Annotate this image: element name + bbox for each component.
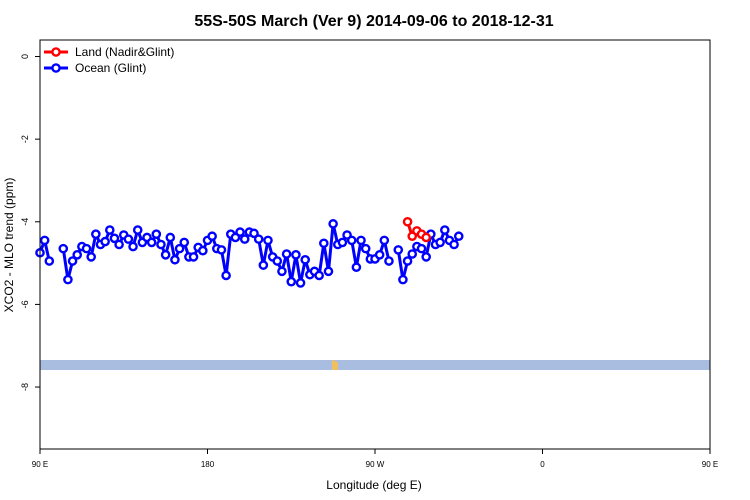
series-1-segment-4 xyxy=(61,248,70,280)
series-1-point-80 xyxy=(421,252,431,262)
x-tick-label-0: 90 E xyxy=(32,460,48,469)
series-1-point-44 xyxy=(249,228,259,239)
series-1-point-1 xyxy=(39,235,50,246)
series-1-point-6 xyxy=(72,250,83,260)
series-1-point-27 xyxy=(170,254,180,265)
legend-label-ocean: Ocean (Glint) xyxy=(75,61,146,75)
legend-entry-ocean: Ocean (Glint) xyxy=(44,61,146,75)
series-1-point-37 xyxy=(216,245,227,255)
series-1-point-22 xyxy=(146,237,157,248)
series-1-point-4 xyxy=(63,274,73,285)
series-1-point-19 xyxy=(132,225,143,235)
series-1-segment-61 xyxy=(326,223,335,272)
lower-band xyxy=(40,360,710,370)
x-tick-label-1: 180 xyxy=(201,460,215,469)
series-1-point-76 xyxy=(402,256,413,266)
series-1-point-46 xyxy=(258,260,269,270)
series-1-point-51 xyxy=(281,249,292,259)
series-1-point-28 xyxy=(174,243,185,254)
series-1-point-54 xyxy=(295,278,306,288)
series-1-point-84 xyxy=(439,225,450,235)
series-1-segment-75 xyxy=(396,249,405,280)
series-1-point-60 xyxy=(323,266,334,277)
series-1-point-2 xyxy=(44,256,55,266)
series-0-point-0 xyxy=(402,216,413,227)
series-1-point-66 xyxy=(351,262,362,273)
y-tick-label-2: -4 xyxy=(20,218,30,226)
series-1-point-10 xyxy=(91,229,101,239)
series-1-point-42 xyxy=(239,234,250,244)
series-0 xyxy=(402,216,431,243)
x-tick-label-2: 90 W xyxy=(366,460,385,469)
series-1-point-35 xyxy=(207,231,217,242)
series-1-point-73 xyxy=(384,256,394,266)
series-1-point-87 xyxy=(453,231,464,242)
series-1-point-25 xyxy=(160,250,171,260)
series-1-point-8 xyxy=(81,243,92,254)
series-1-point-14 xyxy=(109,233,120,244)
x-tick-label-4: 90 E xyxy=(702,460,718,469)
series-1-point-29 xyxy=(179,237,190,248)
chart-title: 55S-50S March (Ver 9) 2014-09-06 to 2018… xyxy=(194,13,553,30)
series-1-point-18 xyxy=(128,241,138,252)
series-1-point-9 xyxy=(86,252,96,262)
series-1-point-55 xyxy=(300,254,311,265)
series-0-point-4 xyxy=(421,232,431,243)
series-1-point-45 xyxy=(253,234,264,244)
series-1-point-59 xyxy=(319,238,329,249)
series-1-point-86 xyxy=(449,239,459,250)
series-1-point-38 xyxy=(221,270,231,281)
series-1-segment-59 xyxy=(317,243,326,276)
series-1-point-33 xyxy=(198,245,208,256)
series-1-point-58 xyxy=(314,270,324,281)
series-1-point-83 xyxy=(435,237,445,248)
series-1-point-63 xyxy=(337,237,348,248)
y-tick-label-3: -6 xyxy=(20,300,30,308)
legend-label-land: Land (Nadir&Glint) xyxy=(75,45,174,59)
series-1-point-23 xyxy=(151,229,162,239)
series-1-point-24 xyxy=(156,239,166,250)
series-1-point-13 xyxy=(104,225,115,235)
y-axis-label: XCO2 - MLO trend (ppm) xyxy=(2,178,16,313)
series-1-segment-39 xyxy=(224,234,233,276)
series-1-point-31 xyxy=(188,252,199,262)
series-1-point-47 xyxy=(263,235,273,246)
series-layer xyxy=(35,216,464,288)
series-1-point-71 xyxy=(374,250,385,260)
y-tick-label-0: 0 xyxy=(20,54,30,59)
series-1-point-61 xyxy=(328,219,338,229)
series-1-point-53 xyxy=(291,250,301,260)
series-1-point-12 xyxy=(100,236,110,247)
series-1-point-26 xyxy=(165,232,176,243)
series-1-point-65 xyxy=(346,235,357,246)
y-axis: 0 -2 -4 -6 -8 xyxy=(20,54,40,391)
legend-entry-land: Land (Nadir&Glint) xyxy=(44,45,174,59)
series-1-point-77 xyxy=(407,249,418,259)
x-axis-label: Longitude (deg E) xyxy=(326,478,421,492)
band-marks xyxy=(332,360,338,370)
series-1-point-68 xyxy=(360,243,371,254)
series-1-point-52 xyxy=(286,276,297,287)
series-1-point-67 xyxy=(356,235,366,246)
y-tick-label-1: -2 xyxy=(20,135,30,143)
series-1-point-5 xyxy=(67,256,78,266)
series-1-point-50 xyxy=(277,266,287,277)
series-1-point-75 xyxy=(398,274,408,285)
x-tick-label-3: 0 xyxy=(540,460,545,469)
series-1-point-17 xyxy=(123,234,134,244)
series-1-point-74 xyxy=(393,245,404,255)
series-1-point-49 xyxy=(272,256,283,266)
y-tick-label-4: -8 xyxy=(20,383,30,391)
series-1-point-41 xyxy=(235,227,245,237)
legend: Land (Nadir&Glint) Ocean (Glint) xyxy=(44,45,174,75)
series-1-point-79 xyxy=(416,243,427,254)
series-1-point-15 xyxy=(114,239,124,250)
series-1-point-72 xyxy=(379,235,390,246)
series-1 xyxy=(35,219,464,288)
series-1-point-3 xyxy=(58,243,69,254)
